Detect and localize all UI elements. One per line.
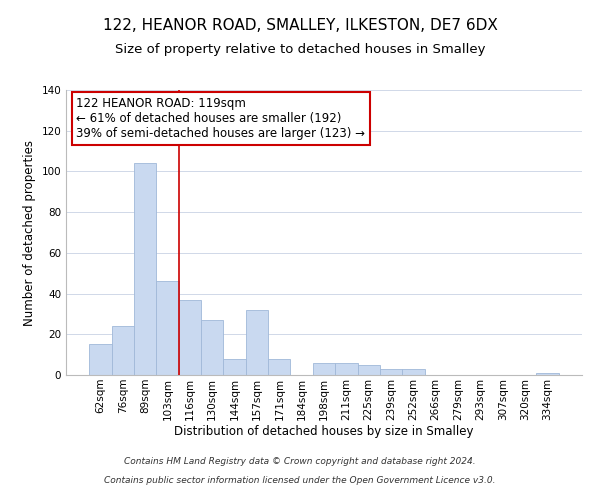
Y-axis label: Number of detached properties: Number of detached properties [23,140,36,326]
Bar [157,282,179,375]
Bar [89,344,112,375]
Bar [223,358,246,375]
Bar [358,365,380,375]
X-axis label: Distribution of detached houses by size in Smalley: Distribution of detached houses by size … [174,426,474,438]
Bar [134,164,157,375]
Bar [201,320,223,375]
Text: 122, HEANOR ROAD, SMALLEY, ILKESTON, DE7 6DX: 122, HEANOR ROAD, SMALLEY, ILKESTON, DE7… [103,18,497,32]
Text: Size of property relative to detached houses in Smalley: Size of property relative to detached ho… [115,42,485,56]
Text: 122 HEANOR ROAD: 119sqm
← 61% of detached houses are smaller (192)
39% of semi-d: 122 HEANOR ROAD: 119sqm ← 61% of detache… [76,97,365,140]
Bar [380,369,402,375]
Bar [313,363,335,375]
Bar [536,373,559,375]
Text: Contains HM Land Registry data © Crown copyright and database right 2024.: Contains HM Land Registry data © Crown c… [124,458,476,466]
Bar [402,369,425,375]
Bar [268,358,290,375]
Bar [112,326,134,375]
Bar [179,300,201,375]
Bar [335,363,358,375]
Bar [246,310,268,375]
Text: Contains public sector information licensed under the Open Government Licence v3: Contains public sector information licen… [104,476,496,485]
